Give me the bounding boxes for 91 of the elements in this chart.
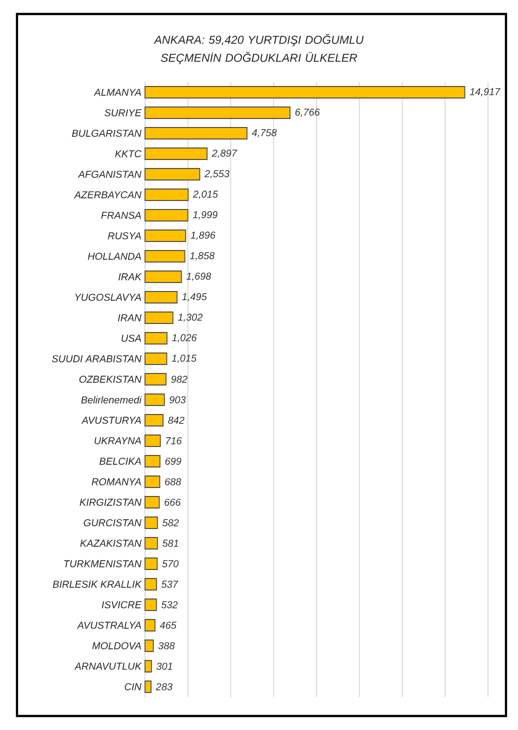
data-label: 581 [162,540,178,547]
y-tick-label: BELCIKA [100,458,141,465]
y-tick-label: KAZAKISTAN [80,540,142,547]
bar [144,476,160,488]
y-tick-label: FRANSA [101,212,141,219]
bar [144,86,466,98]
data-label: 570 [162,560,179,568]
y-tick-label: USA [122,334,141,342]
data-label: 1,999 [192,211,218,220]
bar [144,352,168,365]
y-tick-label: ROMANYA [92,478,141,486]
data-label: 982 [171,376,188,383]
y-tick-label: KKTC [115,150,142,158]
y-tick-label: AFGANISTAN [78,170,142,178]
y-tick-label: AVUSTRALYA [76,622,141,629]
bar [144,106,290,119]
bar [144,394,165,406]
data-label: 1,495 [182,293,207,302]
y-tick-label: MOLDOVA [92,642,141,650]
data-label: 4,758 [252,129,277,138]
bar [144,537,158,550]
data-label: 283 [156,683,172,690]
bar [144,455,160,468]
bar [144,496,160,508]
data-label: 301 [156,662,172,670]
data-label: 2,553 [204,170,230,178]
y-tick-label: BIRLESIK KRALLIK [52,580,142,588]
data-label: 842 [168,416,184,424]
bar [144,230,186,242]
data-label: 699 [165,458,182,465]
bar [144,148,208,160]
data-label: 666 [164,498,181,506]
bar [144,168,200,180]
bar [144,332,168,344]
bar [144,578,157,590]
bar [144,188,189,201]
y-tick-label: SURIYE [104,109,142,116]
data-label: 582 [162,519,179,526]
data-label: 2,897 [212,150,238,158]
data-label: 2,015 [192,190,218,199]
data-label: 388 [158,642,175,650]
data-label: 1,302 [178,314,203,322]
chart-title: ANKARA: 59,420 YURTDIŞI DOĞUMLU SEÇMENİN DOĞDUKLARI ÜLKELER [154,34,364,64]
bar [144,640,154,652]
y-tick-label: IRAN [118,314,142,322]
bar [144,680,152,693]
bar [144,127,248,140]
y-tick-label: ISVICRE [102,601,142,608]
data-label: 688 [165,478,182,486]
data-label: 6,766 [295,108,320,117]
data-label: 1,858 [190,252,215,260]
y-tick-label: SUUDI ARABISTAN [52,355,142,362]
y-tick-label: GURCISTAN [84,519,142,526]
bar [144,598,157,611]
data-label: 1,026 [172,334,197,342]
y-tick-label: IRAK [118,273,142,280]
y-tick-label: YUGOSLAVYA [75,294,141,301]
bar [144,209,188,222]
bar [144,660,152,672]
y-tick-label: KIRGIZISTAN [80,498,142,506]
y-tick-label: AZERBAYCAN [74,191,142,198]
bar [144,516,158,529]
data-label: 14,917 [470,88,500,96]
bar [144,270,182,283]
y-tick-label: OZBEKISTAN [79,376,142,383]
y-tick-label: ARNAVUTLUK [74,662,142,670]
y-tick-label: TURKMENISTAN [64,560,142,568]
y-tick-label: RUSYA [108,232,141,240]
data-label: 1,015 [172,354,197,363]
data-label: 465 [160,622,176,629]
bar [144,373,166,386]
y-tick-label: AVUSTURYA [81,416,141,424]
bar [144,291,178,304]
data-label: 532 [161,601,178,608]
data-label: 903 [169,396,186,404]
bar [144,312,174,324]
y-tick-label: BULGARISTAN [72,130,142,137]
bar [144,619,156,632]
bar [144,250,186,262]
data-label: 716 [166,437,182,444]
bar [144,558,158,570]
bar [144,434,161,447]
data-label: 1,698 [186,272,212,281]
y-tick-label: CIN [124,683,142,690]
y-tick-label: UKRAYNA [94,437,141,444]
data-label: 537 [162,580,178,588]
y-tick-label: Belirlenemedi [81,396,142,404]
y-tick-label: ALMANYA [94,88,141,96]
bar [144,414,164,426]
data-label: 1,896 [190,232,216,240]
y-tick-label: HOLLANDA [88,252,141,260]
